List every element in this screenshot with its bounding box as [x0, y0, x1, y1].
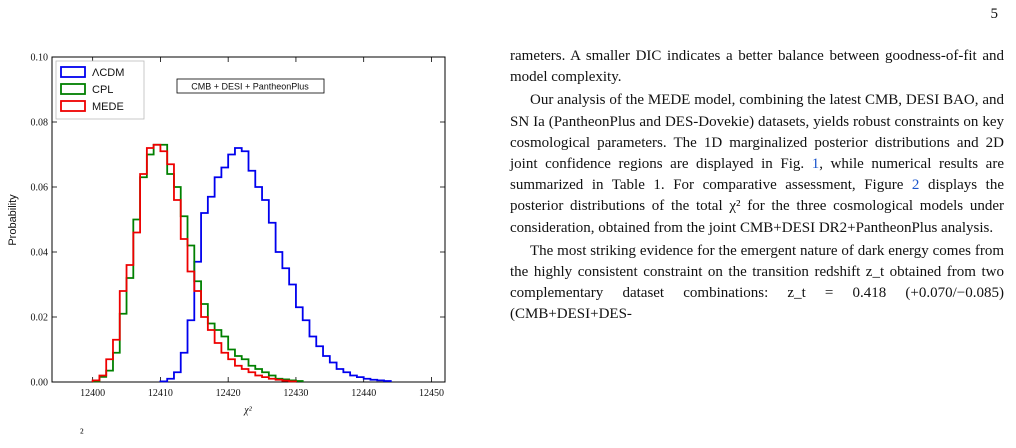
paragraph-2-part-a: Our analysis of the MEDE model, combinin… — [510, 92, 1004, 173]
x-axis-label-text: χ² — [243, 405, 252, 416]
annotation-text: CMB + DESI + PantheonPlus — [191, 82, 309, 92]
y-tick-label: 0.08 — [31, 118, 49, 129]
legend-swatch-lcdm — [60, 66, 86, 78]
y-tick-label: 0.06 — [31, 183, 49, 194]
series-cpl-histogram — [91, 143, 304, 383]
paragraph-2-part-b: , while numerical results are summarized… — [510, 156, 1004, 194]
legend-label-lcdm: ΛCDM — [92, 67, 124, 79]
legend: ΛCDM CPL MEDE — [55, 60, 145, 120]
annotation-box — [176, 78, 325, 94]
x-tick-label: 12450 — [419, 388, 444, 399]
series-layer — [91, 143, 392, 383]
series-lcdm-histogram — [159, 147, 392, 383]
dataset-annotation: CMB + DESI + PantheonPlus — [176, 78, 325, 94]
y-tick-label: 0.00 — [31, 378, 49, 389]
series-mede-histogram — [91, 143, 297, 383]
paragraph-3: The most striking evidence for the emerg… — [510, 242, 1004, 323]
legend-box — [55, 60, 145, 120]
x-axis-label: χ² — [243, 405, 252, 416]
chi-square-figure: 12400 12410 12420 12430 12440 12450 0.00 0.02 0.… — [0, 0, 470, 448]
legend-label-cpl: CPL — [92, 84, 113, 96]
x-tick-label: 12430 — [283, 388, 308, 399]
paragraph-2-part-c: displays the posterior distributions of … — [510, 177, 1004, 236]
y-tick-label: 0.02 — [31, 313, 49, 324]
paragraph-2: Our analysis of the MEDE model, combinin… — [510, 90, 1004, 238]
figure-2-link[interactable]: 2 — [911, 177, 920, 194]
chi-square-histogram: 12400 12410 12420 12430 12440 12450 0.00 0.02 0.… — [7, 53, 446, 416]
y-tick-label: 0.04 — [31, 248, 49, 259]
y-tick-label: 0.10 — [31, 53, 49, 64]
x-tick-label: 12400 — [80, 388, 105, 399]
x-tick-label: 12410 — [148, 388, 173, 399]
x-tick-label: 12440 — [351, 388, 376, 399]
paragraph-1: rameters. A smaller DIC indicates a bett… — [510, 48, 1004, 86]
x-tick-label: 12420 — [216, 388, 241, 399]
legend-label-mede: MEDE — [92, 101, 124, 113]
figure-caption-fragment: ² — [80, 426, 84, 440]
y-axis-label: Probability — [7, 194, 19, 246]
axis-ticks: 12400 12410 12420 12430 12440 12450 0.00 0.02 0.… — [31, 53, 445, 399]
text-column: rameters. A smaller DIC indicates a bett… — [510, 46, 1004, 326]
legend-swatch-cpl — [60, 83, 86, 95]
page-number: 5 — [990, 6, 999, 22]
figure-1-link[interactable]: 1 — [811, 156, 820, 173]
plot-frame — [51, 56, 446, 383]
legend-swatch-mede — [60, 100, 86, 112]
